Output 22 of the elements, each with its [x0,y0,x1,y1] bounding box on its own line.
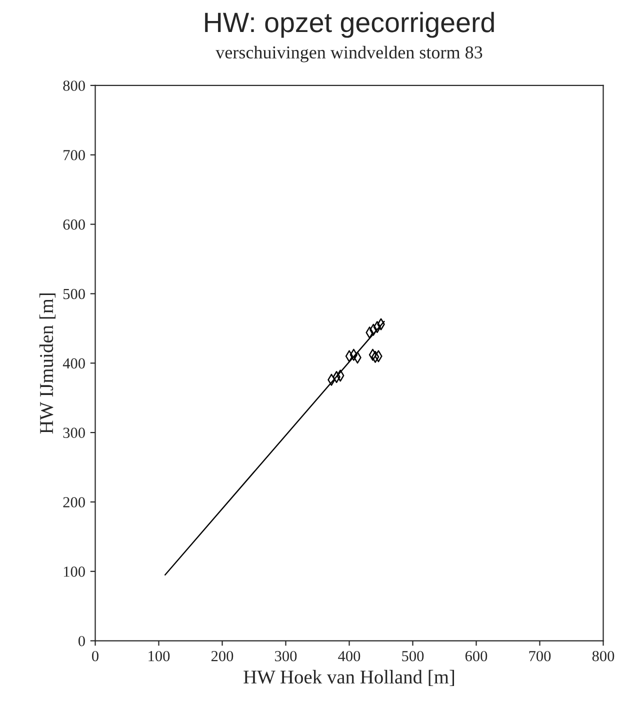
y-tick-label: 200 [63,497,85,508]
x-tick-label: 800 [592,650,614,662]
y-tick-label: 0 [78,636,85,646]
y-tick-label: 100 [64,566,85,577]
x-axis-title: HW Hoek van Holland [m] [244,670,454,686]
y-tick-label: 800 [63,80,85,91]
y-tick-label: 500 [64,288,85,300]
x-tick-label: 300 [275,650,297,662]
x-tick-label: 100 [148,650,170,662]
chart-title: HW: opzet gecorrigeerd [205,12,494,38]
x-tick-label: 700 [529,650,551,662]
y-tick-label: 400 [62,358,85,369]
x-tick-label: 200 [211,650,234,662]
x-tick-label: 600 [465,650,488,662]
y-axis-title: HW IJmuiden [m] [39,293,56,434]
y-tick-label: 300 [63,428,85,438]
x-tick-label: 500 [402,650,424,662]
x-tick-label: 400 [338,650,360,662]
chart-subtitle: verschuivingen windvelden storm 83 [216,46,482,62]
x-tick-label: 0 [92,650,98,662]
y-tick-label: 600 [63,219,85,230]
y-tick-label: 700 [64,150,85,160]
